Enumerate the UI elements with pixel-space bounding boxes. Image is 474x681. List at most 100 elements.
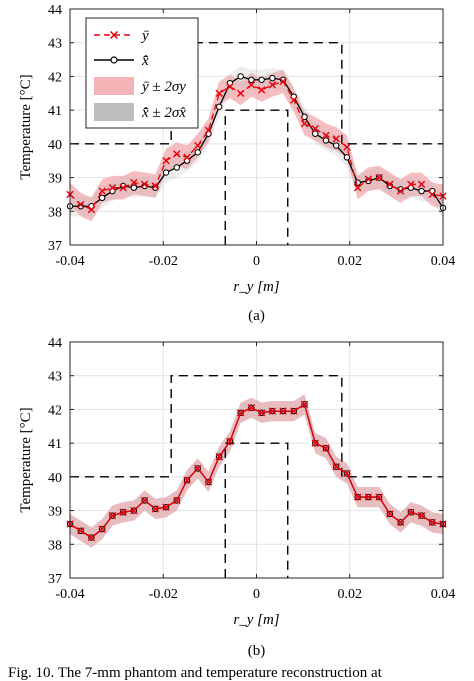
- y-tick-label: 43: [48, 370, 62, 385]
- measured-point: [151, 182, 160, 190]
- subfigure-caption: (a): [248, 308, 265, 324]
- estimate-point: [418, 512, 425, 519]
- measured-point: [386, 180, 394, 189]
- measured-point: [140, 496, 149, 505]
- legend-label: ȳ: [140, 28, 149, 44]
- estimate-point: [173, 497, 180, 504]
- phantom-inner-outline: [224, 109, 289, 245]
- measured-point: [343, 469, 351, 478]
- y-tick-label: 41: [48, 104, 62, 119]
- y-axis-label: Temperature [°C]: [18, 74, 34, 179]
- legend-estimate-marker: [110, 56, 118, 64]
- measured-point: [364, 175, 373, 183]
- y-tick-label: 37: [48, 239, 62, 254]
- estimate-point: [312, 130, 319, 137]
- measured-point: [268, 407, 277, 415]
- phantom-inner-outline: [224, 442, 289, 578]
- x-tick-label: -0.02: [149, 254, 178, 269]
- estimate-point: [322, 445, 330, 452]
- y-tick-label: 42: [48, 70, 62, 85]
- measured-point: [332, 135, 340, 143]
- estimate-point: [386, 182, 394, 190]
- measured-point: [162, 157, 170, 165]
- estimate-point: [333, 142, 340, 149]
- measured-point: [257, 86, 266, 94]
- measured-point: [375, 173, 383, 182]
- measured-point: [119, 508, 127, 516]
- measured-point: [375, 493, 383, 501]
- y-tick-label: 38: [48, 205, 62, 220]
- measured-point: [290, 96, 298, 104]
- legend-estimate-band-swatch: [94, 103, 134, 121]
- x-tick-label: 0.02: [338, 587, 363, 602]
- measured-point: [407, 180, 415, 189]
- measured-point: [396, 518, 405, 527]
- x-tick-label: -0.04: [55, 587, 84, 602]
- estimate-point: [194, 149, 201, 156]
- y-tick-label: 39: [48, 505, 62, 520]
- y-axis-label: Temperature [°C]: [18, 407, 34, 512]
- estimate-point: [237, 73, 244, 80]
- y-tick-label: 39: [48, 172, 62, 187]
- estimate-point: [109, 512, 116, 519]
- measured-point: [322, 131, 330, 140]
- x-axis-label: r_y [m]: [233, 279, 279, 295]
- legend: ȳ x̄̂ ȳ ± 2σy x̄̂ ± 2σx̂: [85, 17, 199, 129]
- measured-point: [386, 510, 394, 518]
- measured-point: [119, 183, 127, 192]
- estimate-point: [418, 187, 425, 195]
- measured-point: [417, 511, 426, 520]
- estimate-point: [269, 74, 276, 82]
- estimate-point: [141, 497, 148, 504]
- measured-point: [247, 404, 256, 412]
- estimate-point: [205, 478, 212, 486]
- legend-measured-marker: [109, 30, 119, 40]
- measured-point: [183, 153, 191, 162]
- estimate-point: [333, 463, 340, 470]
- estimate-point: [216, 103, 223, 110]
- measured-point: [279, 77, 287, 86]
- estimate-point: [194, 465, 201, 472]
- measured-point: [194, 464, 202, 473]
- estimate-point: [98, 525, 106, 533]
- estimate-point: [301, 401, 308, 408]
- y-tick-label: 41: [48, 437, 62, 452]
- estimate-point: [88, 534, 95, 541]
- measured-point: [130, 178, 138, 187]
- estimate-point: [258, 76, 265, 84]
- estimate-point: [77, 527, 84, 534]
- measured-point: [108, 511, 117, 520]
- measured-point: [268, 81, 277, 89]
- estimate-point: [173, 164, 180, 171]
- measured-point: [311, 439, 319, 447]
- measured-point: [311, 124, 319, 133]
- x-tick-label: 0: [253, 254, 260, 269]
- measured-point: [108, 183, 117, 192]
- measured-point: [300, 119, 309, 128]
- measured-point: [77, 527, 85, 535]
- legend-measured-band-swatch: [94, 77, 134, 95]
- estimate-point: [322, 137, 330, 144]
- measured-point: [194, 141, 202, 150]
- estimate-point: [130, 184, 138, 191]
- phantom-outer-outline: [70, 42, 443, 145]
- measured-point: [417, 180, 426, 189]
- measured-point: [300, 400, 309, 409]
- legend-label: ȳ ± 2σy: [140, 79, 186, 95]
- figure-caption-fragment: Fig. 10. The 7-mm phantom and temperatur…: [8, 665, 383, 681]
- phantom-outer-outline: [70, 375, 443, 478]
- estimate-point: [77, 203, 84, 210]
- estimate-point: [407, 509, 415, 516]
- measured-point: [353, 183, 362, 192]
- legend-label: x̄̂ ± 2σx̂: [141, 105, 186, 121]
- x-tick-label: 0.04: [431, 254, 456, 269]
- measured-point: [428, 518, 436, 527]
- measured-point: [215, 89, 223, 97]
- chart-a: -0.04 -0.02 0 0.02 0.04 37 38 39 40 41 42 43 44 Tempe…: [18, 3, 455, 324]
- measured-point: [236, 89, 245, 97]
- estimate-point: [237, 409, 244, 416]
- estimate-point: [343, 470, 351, 477]
- x-tick-label: 0.04: [431, 587, 456, 602]
- y-tick-label: 40: [48, 138, 62, 153]
- chart-b: -0.04 -0.02 0 0.02 0.04 37 38 39 40 41 42 43 44 Tempe…: [18, 336, 455, 659]
